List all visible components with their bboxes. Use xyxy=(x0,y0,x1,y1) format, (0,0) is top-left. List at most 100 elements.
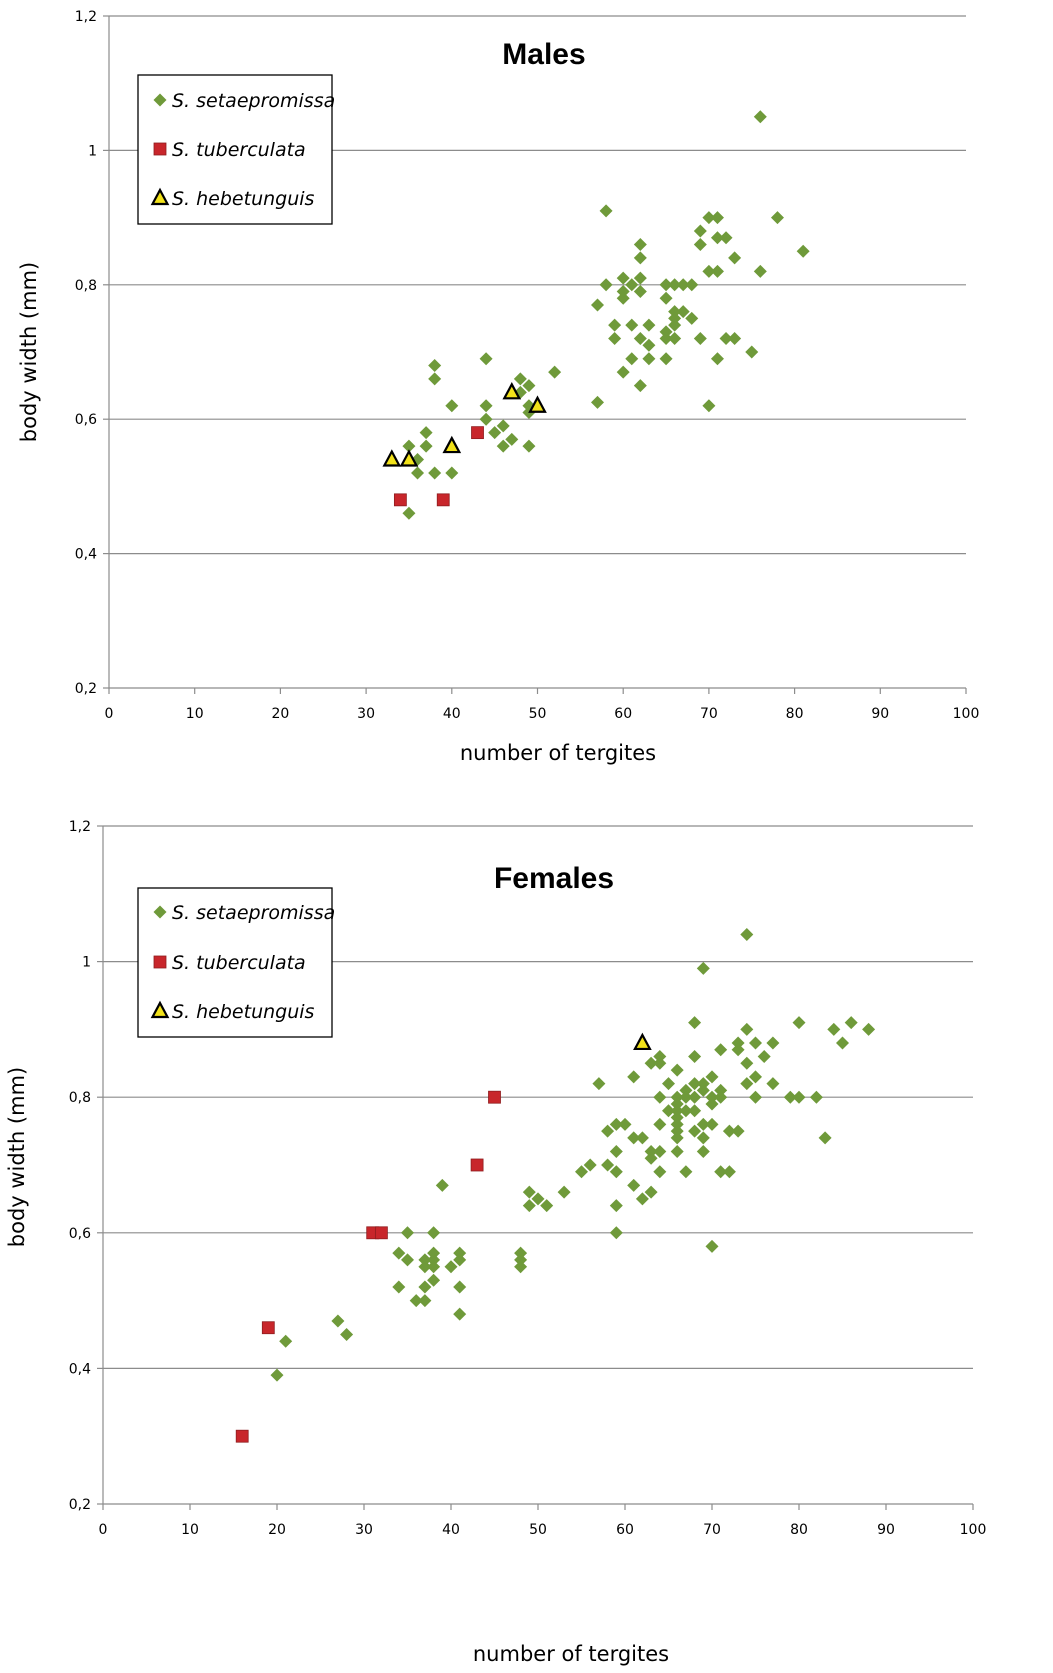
females-s-setaepromissa-point-111 xyxy=(793,1091,806,1104)
females-s-setaepromissa-point-112 xyxy=(810,1091,823,1104)
males-s-setaepromissa-point-13 xyxy=(480,413,493,426)
females-s-setaepromissa-point-34 xyxy=(592,1077,605,1090)
males-s-setaepromissa-point-24 xyxy=(548,366,561,379)
females-s-setaepromissa-point-98 xyxy=(732,1125,745,1138)
males-xtick-label: 60 xyxy=(614,706,632,722)
females-s-setaepromissa-point-101 xyxy=(740,1057,753,1070)
females-legend: S. setaepromissa S. tuberculata S. hebetun… xyxy=(138,888,335,1037)
females-s-setaepromissa-point-79 xyxy=(697,962,710,975)
females-s-setaepromissa-point-43 xyxy=(627,1070,640,1083)
females-s-setaepromissa-point-88 xyxy=(706,1118,719,1131)
males-s-setaepromissa-point-61 xyxy=(694,225,707,238)
males-s-setaepromissa-point-23 xyxy=(522,440,535,453)
males-s-tuberculata-point-2 xyxy=(472,427,484,439)
males-s-setaepromissa-point-62 xyxy=(694,238,707,251)
males-legend-label: S. tuberculata xyxy=(172,139,306,161)
females-ytick-label: 1 xyxy=(82,955,91,971)
females-xtick-label: 40 xyxy=(442,1522,460,1538)
males-legend: S. setaepromissaS. tuberculataS. hebetun… xyxy=(138,75,335,224)
males-y-axis-label: body width (mm) xyxy=(17,262,41,442)
females-s-setaepromissa-point-84 xyxy=(697,1145,710,1158)
males-s-setaepromissa-point-26 xyxy=(591,396,604,409)
females-s-setaepromissa-point-57 xyxy=(653,1165,666,1178)
females-legend-label: S. hebetunguis xyxy=(172,1001,315,1023)
males-s-hebetunguis-point-0 xyxy=(384,452,399,466)
males-s-setaepromissa-point-10 xyxy=(445,466,458,479)
females-s-setaepromissa-point-6 xyxy=(401,1226,414,1239)
males-s-setaepromissa-point-2 xyxy=(411,466,424,479)
females-s-setaepromissa-point-113 xyxy=(819,1131,832,1144)
females-ytick-label: 0,2 xyxy=(69,1497,91,1513)
females-xtick-label: 0 xyxy=(99,1522,108,1538)
males-chart: 0,2 0,4 0,6 0,8 1 1,2 0 10 20 30 40 50 60 70 80 90 100 Ma… xyxy=(17,9,979,765)
females-legend-label: S. tuberculata xyxy=(172,952,306,974)
males-s-setaepromissa-point-78 xyxy=(771,211,784,224)
males-s-setaepromissa-point-6 xyxy=(428,359,441,372)
females-ytick-label: 0,4 xyxy=(69,1361,91,1377)
males-s-tuberculata-point-0 xyxy=(394,494,406,506)
males-s-setaepromissa-point-11 xyxy=(480,352,493,365)
males-s-setaepromissa-point-75 xyxy=(745,346,758,359)
males-legend-marker-1 xyxy=(154,143,166,155)
females-s-tuberculata-point-1 xyxy=(262,1322,274,1334)
males-s-setaepromissa-point-71 xyxy=(720,231,733,244)
females-s-setaepromissa-point-107 xyxy=(766,1036,779,1049)
females-s-setaepromissa-point-41 xyxy=(610,1226,623,1239)
females-xtick-label: 90 xyxy=(877,1522,895,1538)
males-xtick-label: 50 xyxy=(529,706,547,722)
males-s-setaepromissa-point-38 xyxy=(634,238,647,251)
males-s-setaepromissa-point-9 xyxy=(445,399,458,412)
males-s-setaepromissa-point-70 xyxy=(711,352,724,365)
females-s-setaepromissa-point-97 xyxy=(732,1043,745,1056)
females-xtick-label: 100 xyxy=(960,1522,987,1538)
males-s-tuberculata-point-1 xyxy=(437,494,449,506)
females-s-setaepromissa-point-73 xyxy=(688,1016,701,1029)
females-xtick-label: 60 xyxy=(616,1522,634,1538)
males-xtick-label: 90 xyxy=(871,706,889,722)
females-title: Females xyxy=(494,862,614,895)
males-s-setaepromissa-point-69 xyxy=(711,265,724,278)
males-s-setaepromissa-point-79 xyxy=(797,245,810,258)
males-s-setaepromissa-point-29 xyxy=(608,319,621,332)
females-s-setaepromissa-point-106 xyxy=(758,1050,771,1063)
females-s-tuberculata-point-3 xyxy=(375,1227,387,1239)
males-s-setaepromissa-point-76 xyxy=(754,110,767,123)
females-xtick-label: 50 xyxy=(529,1522,547,1538)
males-legend-label: S. hebetunguis xyxy=(172,188,315,210)
females-s-setaepromissa-point-60 xyxy=(671,1064,684,1077)
males-s-setaepromissa-point-48 xyxy=(660,292,673,305)
females-s-setaepromissa-point-68 xyxy=(671,1145,684,1158)
males-xtick-label: 100 xyxy=(953,706,980,722)
females-s-setaepromissa-point-90 xyxy=(714,1043,727,1056)
females-s-setaepromissa-point-1 xyxy=(279,1335,292,1348)
females-xtick-label: 30 xyxy=(355,1522,373,1538)
males-xtick-label: 30 xyxy=(357,706,375,722)
males-s-setaepromissa-point-51 xyxy=(660,352,673,365)
males-ytick-label: 0,4 xyxy=(75,547,97,563)
females-s-setaepromissa-point-5 xyxy=(392,1281,405,1294)
females-s-setaepromissa-point-117 xyxy=(862,1023,875,1036)
females-s-setaepromissa-point-114 xyxy=(827,1023,840,1036)
females-s-setaepromissa-point-0 xyxy=(271,1369,284,1382)
females-s-setaepromissa-point-72 xyxy=(679,1165,692,1178)
females-legend-marker-1 xyxy=(154,956,166,968)
males-xtick-label: 80 xyxy=(786,706,804,722)
males-s-setaepromissa-point-74 xyxy=(728,332,741,345)
males-s-setaepromissa-point-63 xyxy=(694,332,707,345)
males-ytick-label: 0,8 xyxy=(75,278,97,294)
males-ytick-label: 1,2 xyxy=(75,9,97,25)
males-s-setaepromissa-point-43 xyxy=(634,379,647,392)
males-x-axis-label: number of tergites xyxy=(460,741,656,765)
females-xtick-label: 20 xyxy=(268,1522,286,1538)
females-s-setaepromissa-point-53 xyxy=(653,1057,666,1070)
males-xtick-label: 10 xyxy=(186,706,204,722)
females-s-setaepromissa-point-3 xyxy=(340,1328,353,1341)
males-xtick-label: 70 xyxy=(700,706,718,722)
males-s-setaepromissa-point-5 xyxy=(420,440,433,453)
males-s-setaepromissa-point-27 xyxy=(600,204,613,217)
females-legend-label: S. setaepromissa xyxy=(172,902,335,924)
males-s-setaepromissa-point-46 xyxy=(642,352,655,365)
females-s-setaepromissa-point-67 xyxy=(671,1131,684,1144)
